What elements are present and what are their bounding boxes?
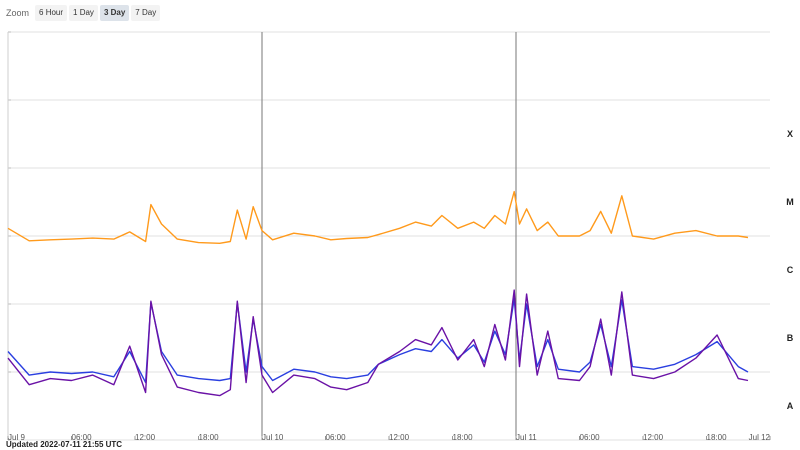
- flare-class-label: X: [787, 129, 793, 139]
- flare-class-label: B: [787, 333, 794, 343]
- flare-class-label: A: [787, 401, 794, 411]
- x-tick-label: Jul 12: [749, 433, 771, 442]
- axis-layer: [7, 31, 771, 441]
- x-tick-label: Jul 10: [262, 433, 284, 442]
- x-tick-label: 18:00: [199, 433, 220, 442]
- zoom-bar: Zoom 6 Hour 1 Day 3 Day 7 Day: [6, 4, 161, 22]
- x-tick-label: 12:00: [389, 433, 410, 442]
- x-tick-label: Jul 9: [8, 433, 25, 442]
- x-tick-label: Jul 11: [516, 433, 537, 442]
- flux-series-line: [7, 190, 749, 245]
- zoom-label: Zoom: [6, 8, 30, 18]
- x-tick-label: 06:00: [326, 433, 347, 442]
- x-tick-label: 06:00: [580, 433, 601, 442]
- x-tick-label: 18:00: [707, 433, 728, 442]
- flux-series-line: [7, 297, 749, 384]
- updated-timestamp: Updated 2022-07-11 21:55 UTC: [6, 440, 123, 449]
- flare-class-label: C: [787, 265, 794, 275]
- x-tick-label: 18:00: [453, 433, 474, 442]
- x-tick-label: 12:00: [135, 433, 156, 442]
- zoom-1-day-button[interactable]: 1 Day: [69, 5, 98, 21]
- flare-class-label: M: [786, 197, 794, 207]
- series-layer: [7, 190, 749, 397]
- x-tick-label: 06:00: [72, 433, 93, 442]
- zoom-7-day-button[interactable]: 7 Day: [131, 5, 161, 21]
- zoom-3-day-button[interactable]: 3 Day: [99, 5, 130, 21]
- flux-series-line: [7, 289, 749, 397]
- zoom-6-hour-button[interactable]: 6 Hour: [35, 5, 68, 21]
- label-layer: Jul 9 06:00 12:00 18:00 Jul 10 06:00 12:00 18:0…: [8, 129, 794, 442]
- grid-layer: [8, 31, 770, 441]
- x-tick-label: 12:00: [643, 433, 664, 442]
